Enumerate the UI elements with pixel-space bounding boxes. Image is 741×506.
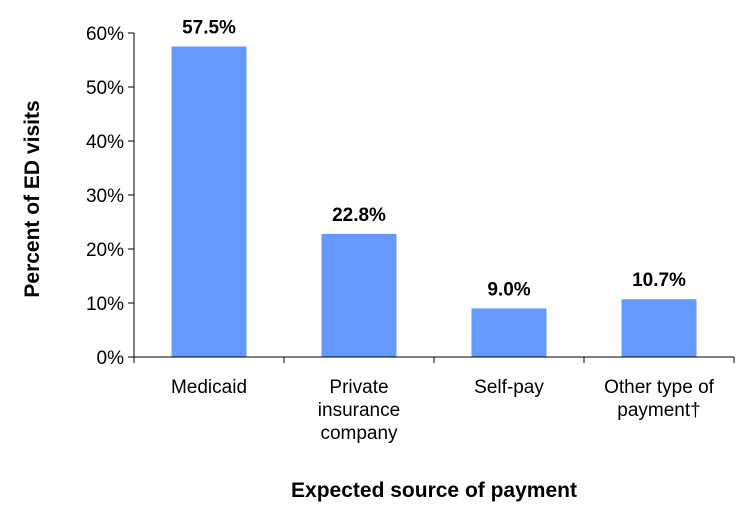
data-label: 9.0% (487, 279, 530, 300)
y-tick-label: 10% (86, 294, 124, 315)
x-category-label: Other type of payment† (604, 377, 715, 421)
x-category-label: Self-pay (474, 377, 544, 398)
bar (321, 233, 397, 357)
bar (621, 299, 697, 357)
y-tick-label: 50% (86, 78, 124, 99)
bar (171, 46, 247, 357)
y-tick-label: 20% (86, 240, 124, 261)
x-category-label-line: company (320, 423, 398, 444)
x-axis-title: Expected source of payment (291, 479, 577, 502)
y-tick-label: 0% (97, 348, 125, 369)
y-tick-label: 30% (86, 186, 124, 207)
x-category-label-line: Other type of (604, 377, 715, 398)
y-axis-title: Percent of ED visits (21, 100, 44, 297)
x-category-label-line: Medicaid (171, 377, 247, 398)
data-labels: 57.5% 22.8% 9.0% 10.7% (182, 18, 686, 301)
x-category-label-line: Self-pay (474, 377, 544, 398)
data-label: 57.5% (182, 18, 236, 39)
data-label: 10.7% (632, 270, 686, 291)
data-label: 22.8% (332, 205, 386, 226)
x-category-label-line: insurance (318, 400, 400, 421)
x-category-label: Medicaid (171, 377, 247, 398)
y-tick-label: 60% (86, 24, 124, 45)
bars (171, 46, 697, 357)
category-labels: Medicaid Private insurance company Self-pay O… (171, 377, 715, 444)
y-tick-label: 40% (86, 132, 124, 153)
x-category-label: Private insurance company (318, 377, 400, 444)
y-axis-ticks: 0% 10% 20% 30% 40% 50% 60% (86, 24, 735, 369)
bar (471, 308, 547, 357)
x-category-label-line: payment† (617, 400, 700, 421)
x-category-label-line: Private (329, 377, 388, 398)
